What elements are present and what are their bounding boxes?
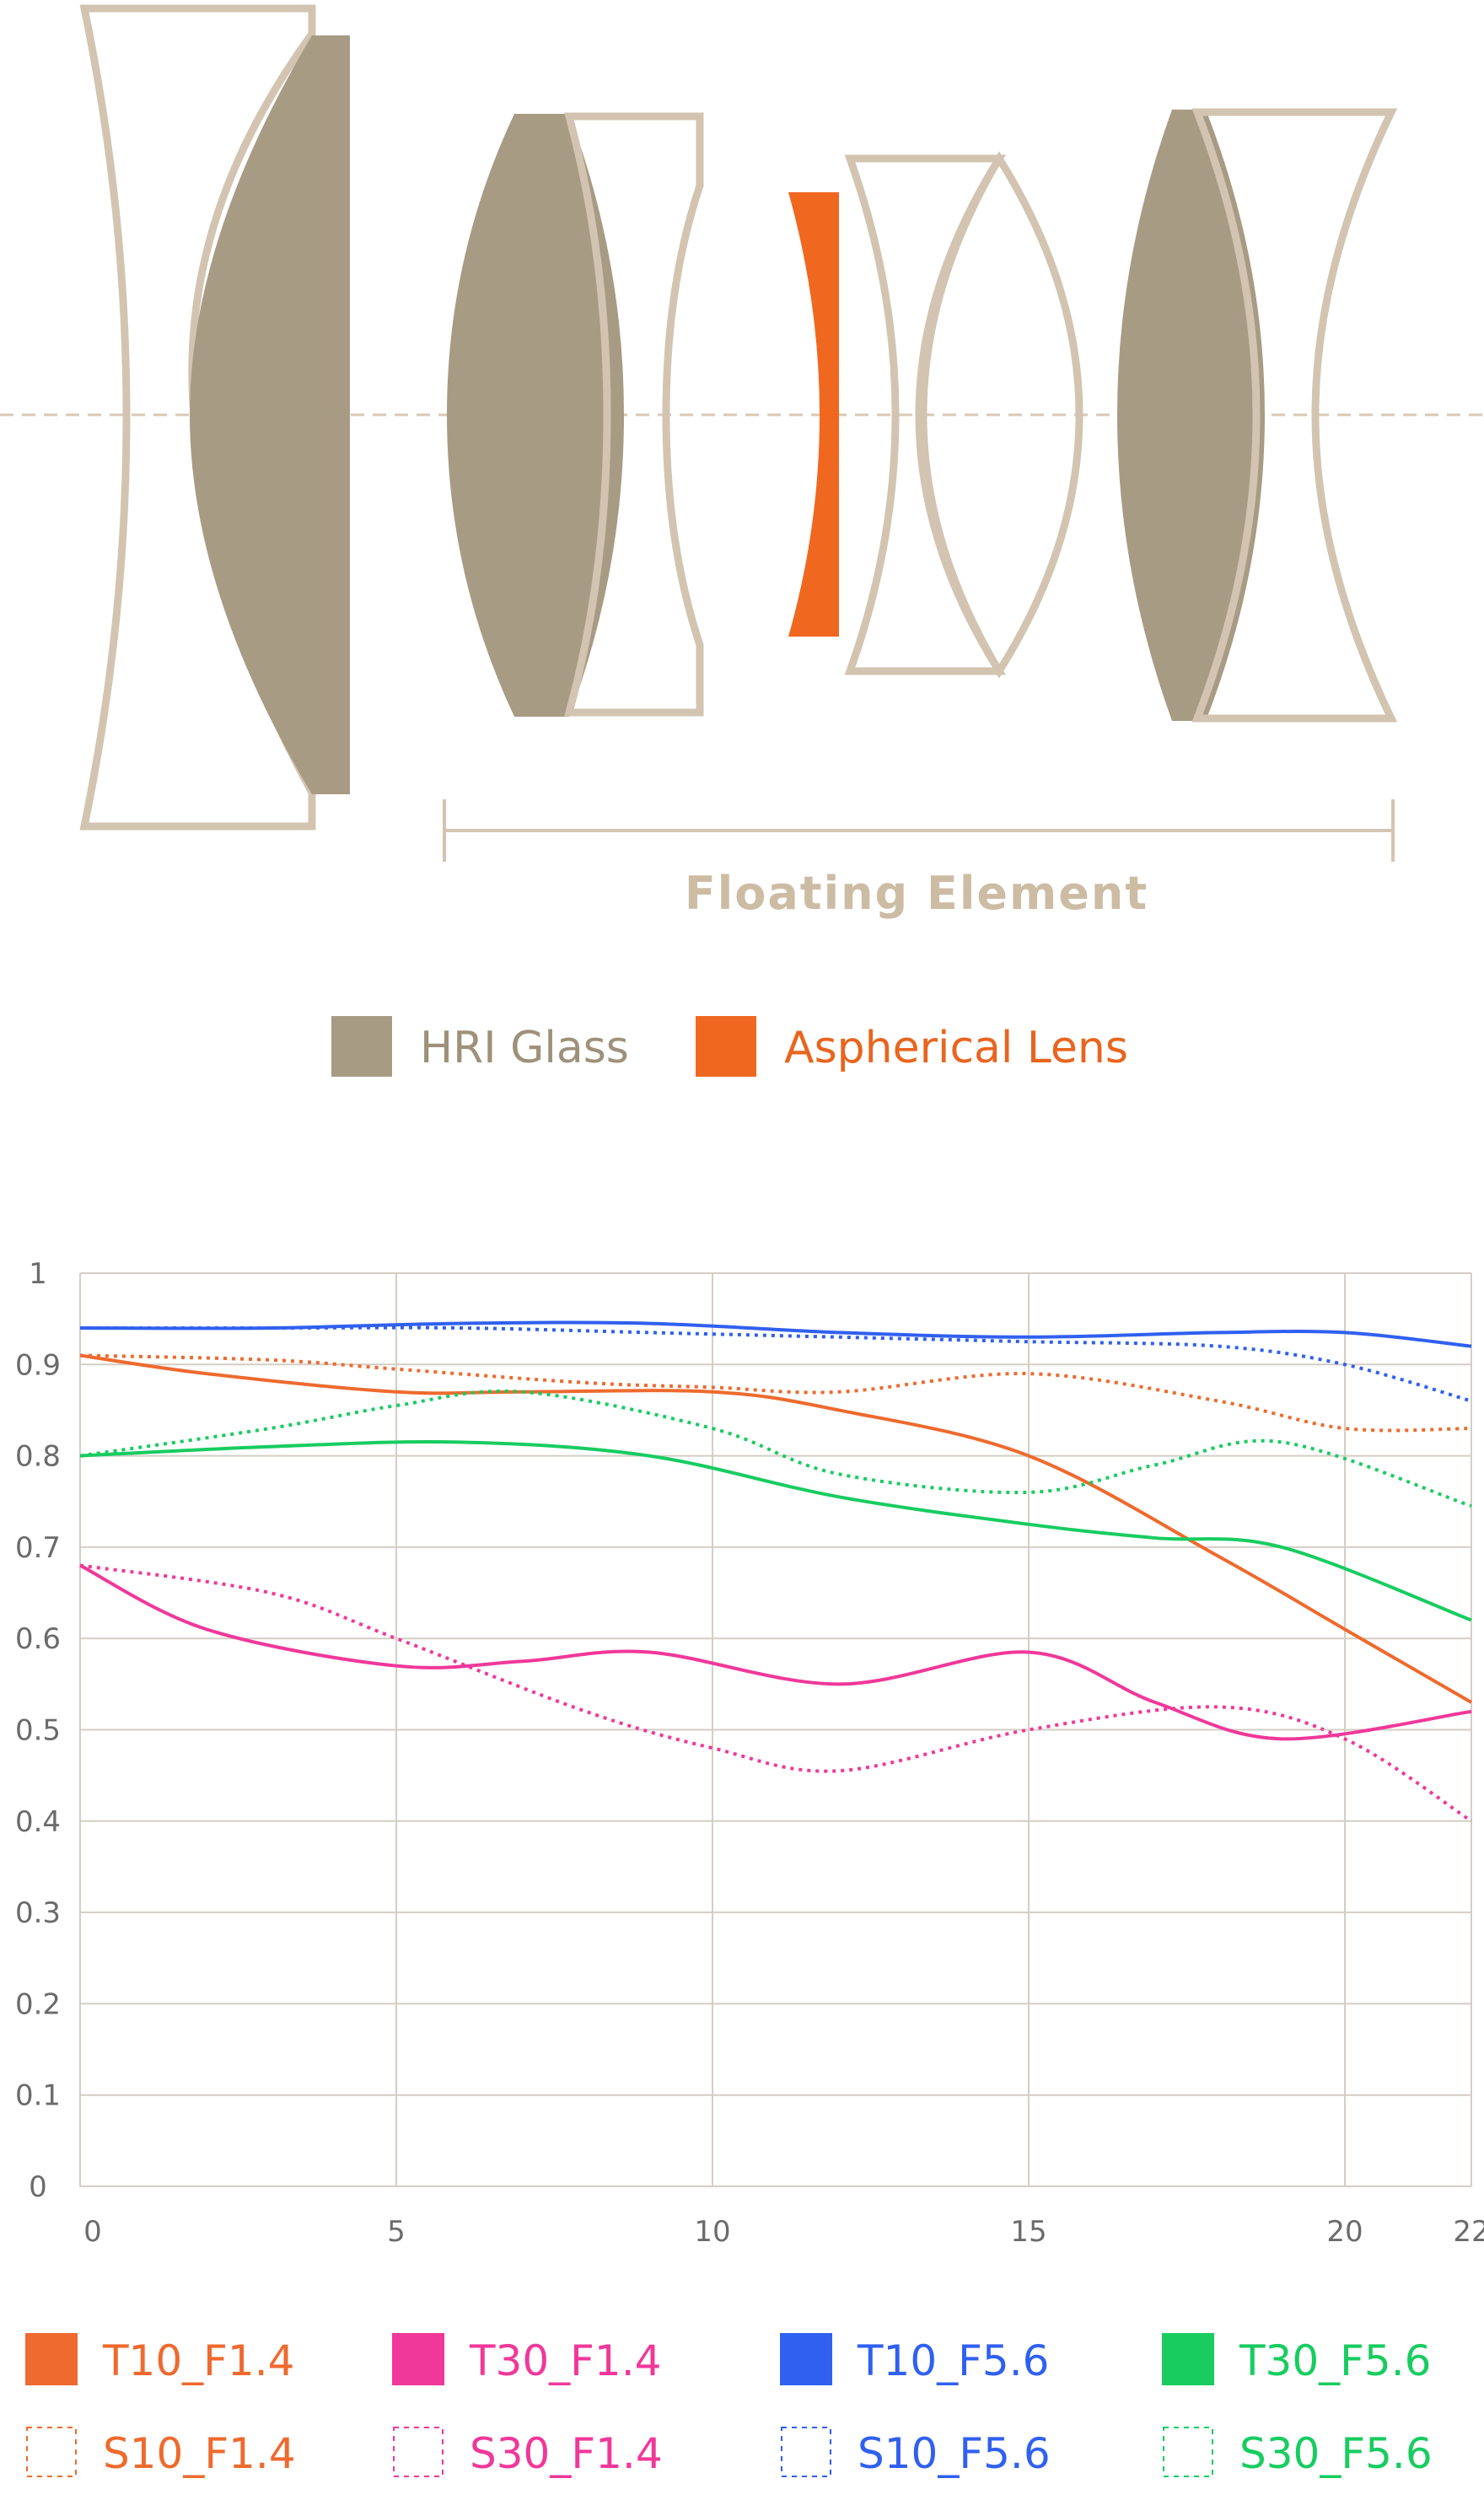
legend-label-t30-f1-4: T30_F1.4 bbox=[469, 2336, 661, 2385]
lens-diagram: Floating Element HRI Glass Aspherical Le… bbox=[0, 4, 1484, 1077]
series-line-t30-f5-6 bbox=[79, 1439, 1472, 1622]
y-tick-label: 0.1 bbox=[15, 2079, 61, 2113]
x-tick-label: 10 bbox=[694, 2215, 730, 2249]
lens-element-5-aspherical bbox=[788, 192, 839, 637]
y-tick-label: 0.9 bbox=[15, 1348, 61, 1382]
legend-label-t30-f5-6: T30_F5.6 bbox=[1239, 2336, 1431, 2385]
x-tick-label: 0 bbox=[83, 2215, 102, 2249]
y-tick-label: 1 bbox=[29, 1257, 47, 1291]
series-line-s10-f1-4 bbox=[79, 1353, 1472, 1433]
lens-element-3-hri bbox=[447, 114, 624, 717]
legend-label-s10-f5-6: S10_F5.6 bbox=[858, 2429, 1051, 2478]
legend-label-t10-f1-4: T10_F1.4 bbox=[102, 2336, 294, 2385]
legend-swatch-t30-f5-6 bbox=[1162, 2333, 1214, 2385]
lens-element-4 bbox=[564, 112, 704, 717]
series-line-s30-f1-4 bbox=[79, 1563, 1473, 1823]
y-tick-label: 0.6 bbox=[15, 1622, 61, 1656]
y-tick-label: 0.5 bbox=[15, 1714, 61, 1748]
x-tick-label: 20 bbox=[1326, 2215, 1363, 2249]
lens-element-2-hri bbox=[190, 35, 350, 794]
y-axis-ticks: 0 0.1 0.2 0.3 0.4 0.5 0.6 0.7 0.8 0.9 1 bbox=[15, 1257, 61, 2204]
series-legend: T10_F1.4 S10_F1.4 T30_F1.4 S30_F1.4 T10_F5.6… bbox=[25, 2333, 1433, 2478]
floating-element-bracket bbox=[443, 799, 1395, 862]
x-tick-label: 22 bbox=[1453, 2215, 1484, 2249]
legend-label-t10-f5-6: T10_F5.6 bbox=[857, 2336, 1049, 2385]
floating-element-label: Floating Element bbox=[685, 867, 1148, 920]
legend-swatch-s30-f1-4 bbox=[393, 2427, 444, 2477]
series-line-t10-f5-6 bbox=[79, 1320, 1472, 1348]
legend-label-s30-f1-4: S30_F1.4 bbox=[470, 2429, 663, 2478]
aspherical-lens-label: Aspherical Lens bbox=[784, 1023, 1128, 1073]
hri-glass-label: HRI Glass bbox=[420, 1023, 629, 1073]
y-tick-label: 0.3 bbox=[15, 1896, 61, 1930]
y-tick-label: 0 bbox=[29, 2170, 47, 2204]
legend-swatch-t30-f1-4 bbox=[392, 2333, 444, 2385]
legend-swatch-s30-f5-6 bbox=[1163, 2427, 1213, 2477]
chart-grid bbox=[79, 1272, 1472, 2187]
series-line-s10-f5-6 bbox=[80, 1325, 1472, 1403]
legend-swatch-s10-f5-6 bbox=[781, 2427, 831, 2477]
legend-swatch-t10-f5-6 bbox=[780, 2333, 832, 2385]
y-tick-label: 0.4 bbox=[15, 1805, 61, 1839]
x-tick-label: 5 bbox=[387, 2215, 406, 2249]
chart-series bbox=[79, 1320, 1473, 1823]
series-line-t10-f1-4 bbox=[79, 1353, 1473, 1704]
hri-glass-swatch bbox=[331, 1016, 392, 1077]
y-tick-label: 0.2 bbox=[15, 1987, 61, 2021]
legend-swatch-t10-f1-4 bbox=[25, 2333, 78, 2385]
lens-element-9 bbox=[1191, 108, 1398, 723]
x-axis-ticks: 0 5 10 15 20 22 bbox=[83, 2215, 1484, 2249]
aspherical-lens-swatch bbox=[696, 1016, 756, 1077]
y-tick-label: 0.7 bbox=[15, 1531, 61, 1565]
legend-label-s30-f5-6: S30_F5.6 bbox=[1239, 2429, 1433, 2478]
lens-element-7 bbox=[919, 151, 1083, 679]
lens-element-8-hri bbox=[1117, 110, 1265, 721]
legend-swatch-s10-f1-4 bbox=[26, 2427, 77, 2477]
mtf-chart: 0 0.1 0.2 0.3 0.4 0.5 0.6 0.7 0.8 0.9 1 0 5 10 15 20 22… bbox=[15, 1257, 1484, 2478]
series-line-s30-f5-6 bbox=[79, 1389, 1472, 1508]
series-line-t30-f1-4 bbox=[79, 1563, 1472, 1741]
x-tick-label: 15 bbox=[1010, 2215, 1046, 2249]
y-tick-label: 0.8 bbox=[15, 1440, 61, 1474]
legend-label-s10-f1-4: S10_F1.4 bbox=[103, 2429, 296, 2478]
